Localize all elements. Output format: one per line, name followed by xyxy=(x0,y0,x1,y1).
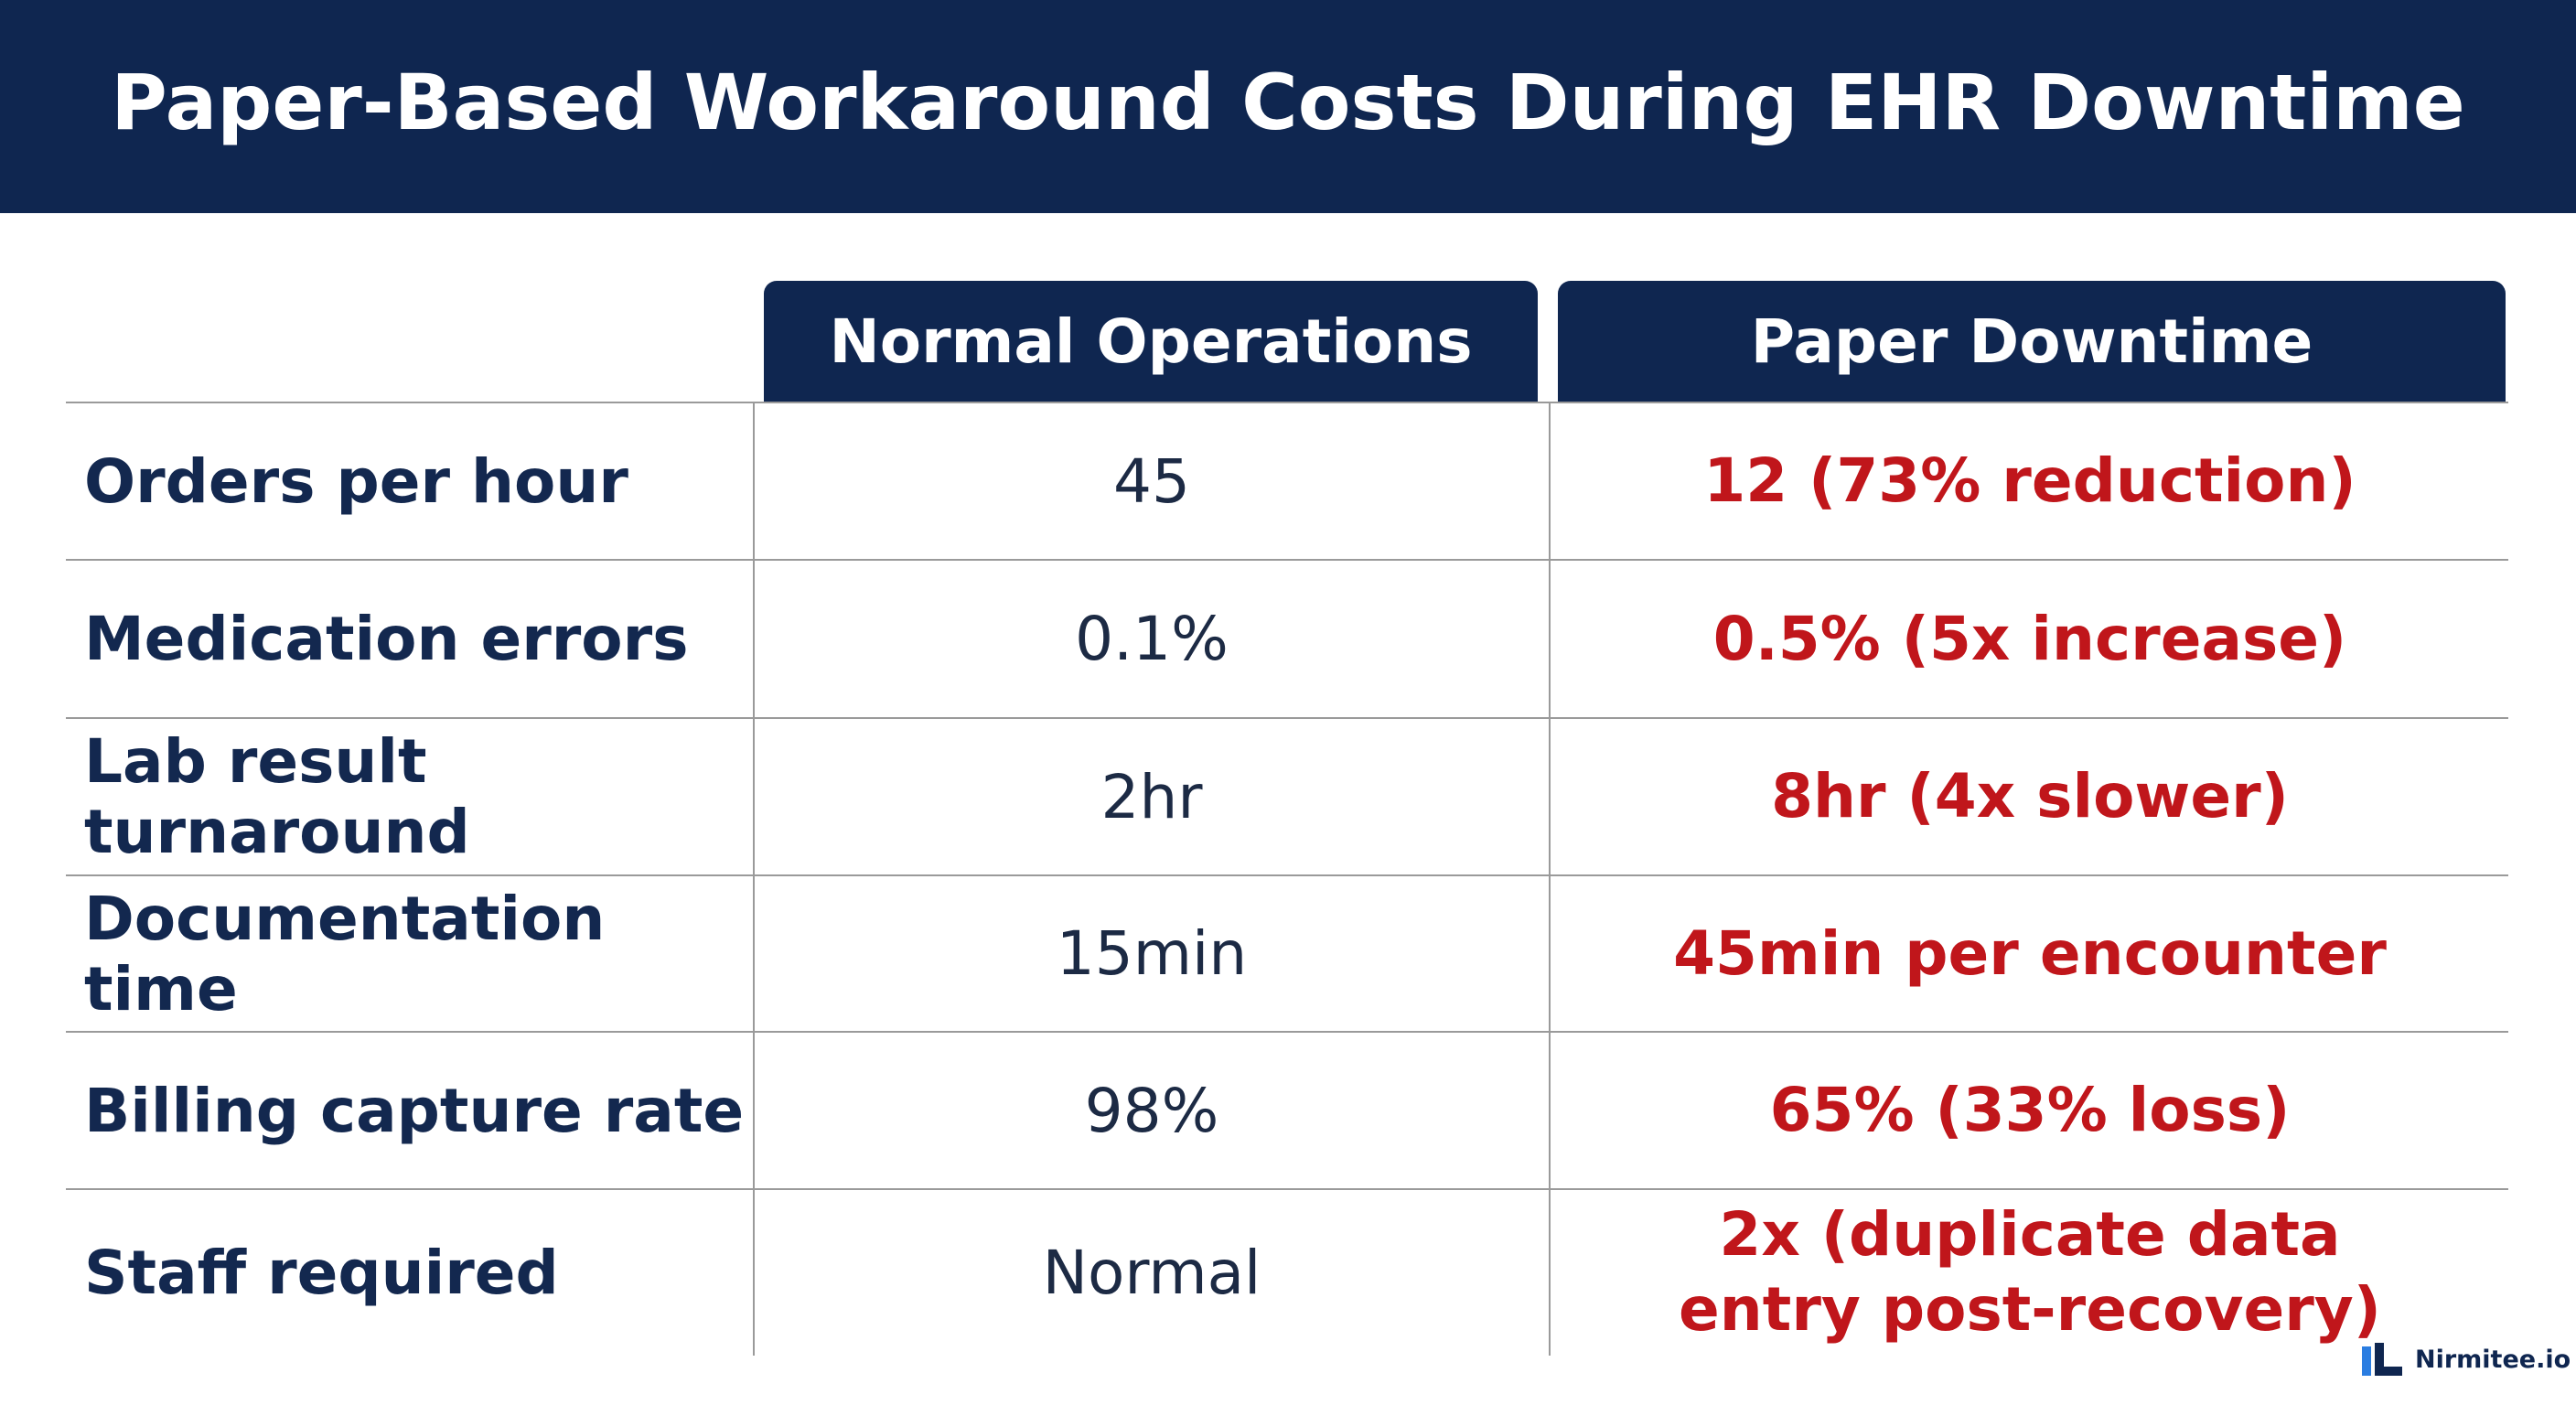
header-band xyxy=(0,0,2576,213)
row-label: Lab result turnaround xyxy=(84,726,470,867)
downtime-text: 45min per encounter xyxy=(1673,917,2387,989)
downtime-value: 45min per encounter xyxy=(1551,875,2508,1032)
column-header: Normal Operations xyxy=(764,281,1538,402)
normal-value: 98% xyxy=(1084,1075,1219,1146)
downtime-text: 65% (33% loss) xyxy=(1769,1075,2291,1145)
row-divider xyxy=(66,874,2508,876)
normal-value: 0.1% xyxy=(1075,604,1229,674)
row-label: Billing capture rate xyxy=(84,1075,745,1146)
downtime-value: 8hr (4x slower) xyxy=(1551,718,2508,875)
row-divider xyxy=(66,1031,2508,1033)
row-label: Orders per hour xyxy=(84,445,628,517)
downtime-text: 8hr (4x slower) xyxy=(1771,761,2289,831)
downtime-text: 2x (duplicate data entry post-recovery) xyxy=(1679,1199,2381,1345)
logo: Nirmitee.io xyxy=(2362,1341,2571,1378)
downtime-text: 12 (73% reduction) xyxy=(1703,445,2356,516)
normal-value: 45 xyxy=(1113,445,1190,517)
row-divider xyxy=(66,1188,2508,1190)
column-divider xyxy=(753,402,755,1356)
page-title: Paper-Based Workaround Costs During EHR … xyxy=(111,58,2465,147)
downtime-value: 0.5% (5x increase) xyxy=(1551,560,2508,718)
row-label: Medication errors xyxy=(84,604,689,674)
row-label: Documentation time xyxy=(84,883,606,1024)
column-divider xyxy=(1549,402,1551,1356)
row-divider xyxy=(66,402,2508,403)
logo-text: Nirmitee.io xyxy=(2415,1345,2571,1374)
normal-value: 2hr xyxy=(1100,761,1203,832)
normal-value: 15min xyxy=(1056,918,1248,989)
logo-icon xyxy=(2362,1343,2402,1376)
downtime-text: 0.5% (5x increase) xyxy=(1712,603,2347,674)
normal-value: Normal xyxy=(1042,1237,1261,1308)
row-divider xyxy=(66,717,2508,719)
row-divider xyxy=(66,559,2508,561)
downtime-value: 12 (73% reduction) xyxy=(1551,402,2508,560)
column-header: Paper Downtime xyxy=(1558,281,2506,402)
row-label: Staff required xyxy=(84,1237,559,1308)
downtime-value: 2x (duplicate data entry post-recovery) xyxy=(1551,1189,2508,1356)
downtime-value: 65% (33% loss) xyxy=(1551,1032,2508,1189)
